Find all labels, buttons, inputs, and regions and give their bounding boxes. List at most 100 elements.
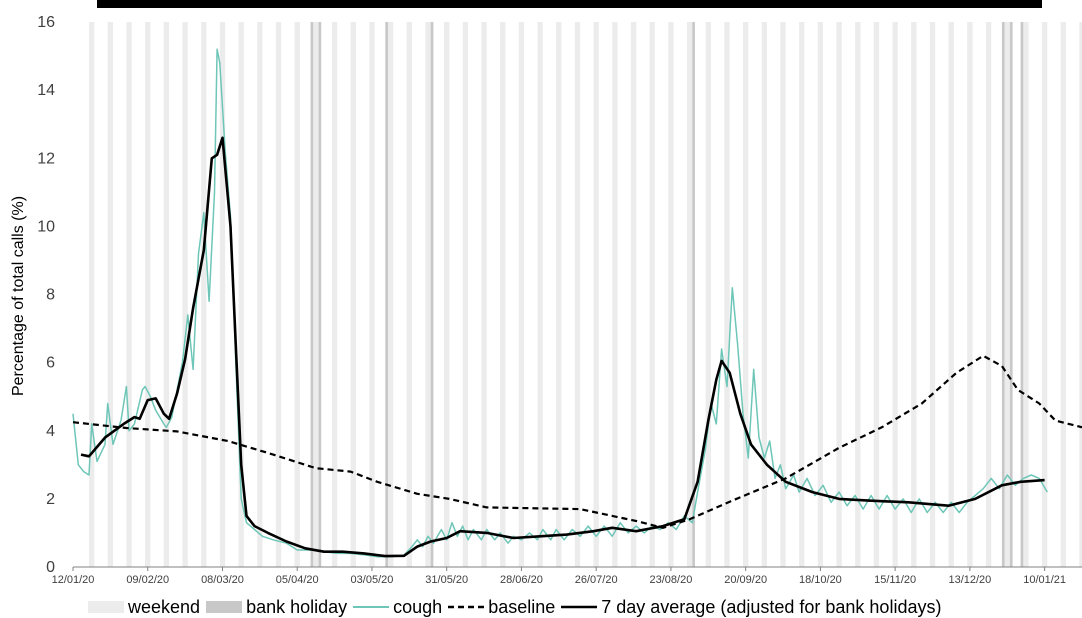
weekend-band	[238, 22, 244, 567]
weekend-band	[1041, 22, 1048, 567]
x-tick-label: 13/12/20	[948, 574, 991, 586]
weekend-band	[163, 22, 170, 567]
x-tick-label: 20/09/20	[724, 574, 767, 586]
y-tick-label: 8	[46, 287, 55, 304]
weekend-band	[742, 22, 749, 567]
weekend-band	[89, 22, 95, 567]
weekend-band	[126, 22, 132, 567]
weekend-band	[331, 22, 338, 567]
legend-baseline: baseline	[448, 597, 555, 618]
y-tick-label: 0	[46, 559, 55, 576]
weekend-band	[836, 22, 842, 567]
y-tick-labels: 0 2 4 6 8 10 12 14 16	[37, 14, 55, 576]
legend-swatch	[448, 605, 485, 609]
x-tick-label: 18/10/20	[799, 574, 842, 586]
legend-label: 7 day average (adjusted for bank holiday…	[601, 596, 942, 617]
weekend-band	[219, 22, 226, 567]
weekend-band	[406, 22, 413, 567]
weekend-band	[780, 22, 786, 567]
weekend-band	[201, 22, 207, 567]
weekend-band	[612, 22, 618, 567]
bank-holiday-band	[1009, 22, 1013, 567]
weekend-band	[686, 22, 693, 567]
cough-line	[72, 48, 1048, 558]
legend-label: bank holiday	[246, 596, 348, 617]
y-axis-label: Percentage of total calls (%)	[10, 196, 27, 396]
weekend-band	[462, 22, 469, 567]
baseline-line	[72, 354, 1082, 529]
weekend-band	[275, 22, 282, 567]
weekend-band	[537, 22, 543, 567]
legend-label: baseline	[488, 596, 556, 617]
x-tick-label: 31/05/20	[425, 574, 468, 586]
bank-holiday-band	[692, 22, 695, 567]
weekend-band	[630, 22, 637, 567]
x-tick-label: 23/08/20	[650, 574, 693, 586]
chart: 0 2 4 6 8 10 12 14 16 12/01/20 09/02/20 08/03/20 05…	[10, 14, 1082, 586]
legend-label: cough	[393, 596, 443, 617]
bank-holiday-band	[1020, 22, 1024, 567]
weekend-band	[350, 22, 356, 567]
legend-label: weekend	[128, 596, 201, 617]
bank-holiday-band	[318, 22, 322, 567]
weekend-bands	[89, 22, 1082, 567]
weekend-band	[929, 22, 936, 567]
y-tick-label: 16	[37, 14, 55, 31]
weekend-band	[985, 22, 992, 567]
bank-holiday-band	[310, 22, 314, 567]
weekend-band	[313, 22, 319, 567]
weekend-band	[556, 22, 562, 567]
legend-cough: cough	[353, 597, 442, 618]
y-tick-label: 6	[46, 355, 55, 372]
weekend-band	[873, 22, 880, 567]
legend-swatch	[206, 601, 243, 613]
y-tick-label: 2	[46, 491, 55, 508]
x-tick-label: 12/01/20	[52, 574, 95, 586]
weekend-band	[145, 22, 151, 567]
weekend-band	[444, 22, 450, 567]
weekend-band	[294, 22, 300, 567]
y-tick-label: 12	[37, 150, 55, 167]
legend: weekend bank holiday cough baseline 7 day av…	[88, 596, 947, 618]
x-tick-label: 05/04/20	[276, 574, 319, 586]
y-tick-label: 4	[46, 423, 55, 440]
bank-holiday-band	[430, 22, 434, 567]
weekend-band	[593, 22, 599, 567]
seven-day-average-line	[80, 136, 1045, 558]
weekend-band	[705, 22, 711, 567]
weekend-band	[387, 22, 394, 567]
weekend-band	[855, 22, 861, 567]
x-tick-label: 28/06/20	[500, 574, 543, 586]
weekend-band	[1060, 22, 1066, 567]
weekend-band	[1004, 22, 1010, 567]
legend-weekend: weekend	[88, 597, 200, 618]
weekend-band	[107, 22, 114, 567]
weekend-band	[892, 22, 898, 567]
x-tick-label: 15/11/20	[874, 574, 916, 586]
weekend-band	[799, 22, 805, 567]
weekend-band	[948, 22, 954, 567]
legend-swatch	[88, 601, 124, 613]
x-tick-label: 03/05/20	[351, 574, 394, 586]
weekend-band	[518, 22, 525, 567]
y-tick-label: 10	[37, 218, 55, 235]
x-tick-label: 09/02/20	[126, 574, 169, 586]
x-tick-labels: 12/01/20 09/02/20 08/03/20 05/04/20 03/05/20…	[52, 567, 1066, 586]
weekend-band	[761, 22, 768, 567]
weekend-band	[425, 22, 431, 567]
weekend-band	[911, 22, 917, 567]
weekend-band	[500, 22, 506, 567]
weekend-band	[967, 22, 973, 567]
weekend-band	[649, 22, 655, 567]
legend-swatch	[353, 606, 390, 608]
weekend-band	[574, 22, 581, 567]
x-tick-label: 10/01/21	[1023, 574, 1066, 586]
weekend-band	[481, 22, 487, 567]
legend-7-day-average: 7 day average (adjusted for bank holiday…	[561, 597, 941, 618]
y-tick-label: 14	[37, 82, 55, 99]
weekend-band	[668, 22, 674, 567]
weekend-band	[182, 22, 188, 567]
x-tick-label: 08/03/20	[201, 574, 244, 586]
legend-swatch	[561, 605, 598, 609]
weekend-band	[1023, 22, 1029, 567]
